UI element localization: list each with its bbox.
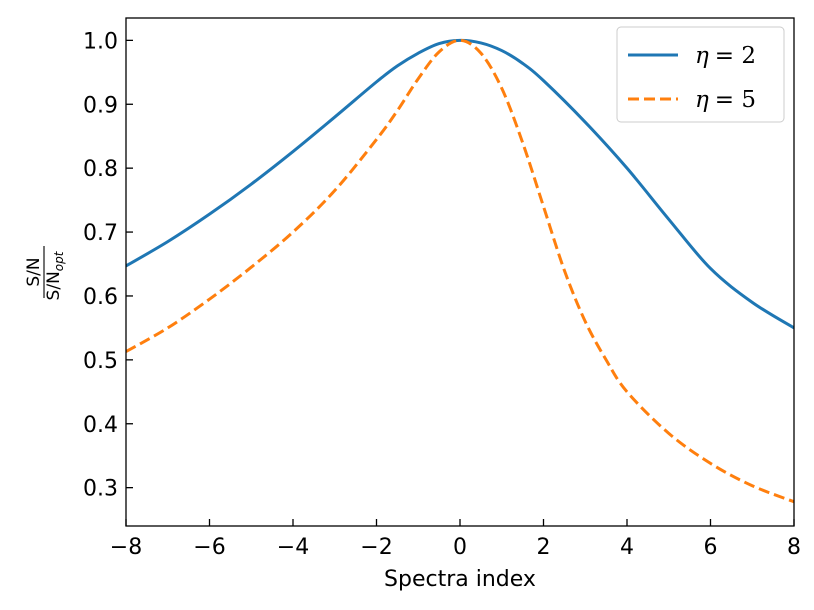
legend: η = 2 η = 5 (616, 26, 785, 123)
legend-label-eta-2: η = 2 (695, 43, 756, 69)
legend-box (616, 26, 785, 123)
y-tick-label: 0.5 (83, 349, 118, 374)
x-tick-label: 0 (453, 535, 467, 560)
x-tick-label: −6 (193, 535, 225, 560)
y-label-denominator: S/Nopt (44, 250, 66, 300)
y-tick-label: 0.3 (83, 477, 118, 502)
x-tick-label: 2 (537, 535, 551, 560)
x-tick-label: −4 (277, 535, 309, 560)
x-tick-label: −2 (360, 535, 392, 560)
y-tick-label: 1.0 (83, 29, 118, 54)
y-label-numerator: S/N (24, 257, 44, 286)
x-tick-label: 4 (620, 535, 634, 560)
y-tick-label: 0.4 (83, 413, 118, 438)
y-tick-label: 0.6 (83, 285, 118, 310)
series-line-eta-5 (126, 38, 794, 504)
y-tick-label: 0.7 (83, 221, 118, 246)
x-tick-label: −8 (110, 535, 142, 560)
y-tick-label: 0.8 (83, 157, 118, 182)
x-tick-label: 8 (787, 535, 801, 560)
y-axis-label: S/N S/Nopt (24, 246, 66, 300)
y-tick-label: 0.9 (83, 93, 118, 118)
series-line-eta-2 (126, 38, 794, 330)
x-tick-label: 6 (704, 535, 718, 560)
legend-label-eta-5: η = 5 (695, 87, 756, 113)
x-axis-label: Spectra index (384, 567, 536, 592)
